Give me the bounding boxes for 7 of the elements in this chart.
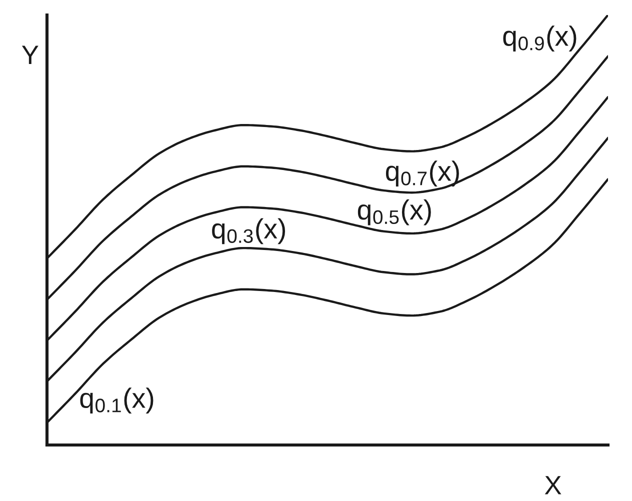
series-label: q$_{0.7}$(x) [386, 160, 459, 187]
series-label: q$_{0.9}$(x) [503, 26, 576, 52]
y-axis-title: Y [22, 46, 38, 64]
series-label: q$_{0.3}$(x) [212, 218, 286, 244]
x-axis-title: X [544, 476, 562, 494]
series-label: q$_{0.5}$(x) [358, 199, 431, 226]
series-label: q$_{0.1}$(x) [80, 388, 154, 414]
